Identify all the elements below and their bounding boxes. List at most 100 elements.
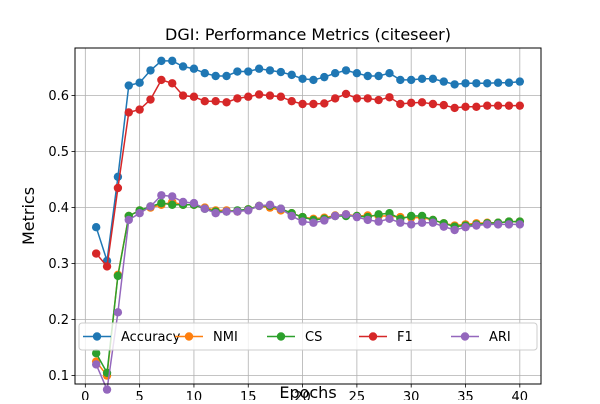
data-point-ari	[254, 201, 264, 211]
data-point-accuracy	[233, 67, 242, 76]
data-point-accuracy	[309, 75, 318, 85]
data-point-ari	[298, 217, 307, 226]
data-point-accuracy	[396, 75, 405, 85]
data-point-cs	[417, 211, 427, 221]
data-point-ari	[417, 218, 427, 227]
data-point-f1	[178, 91, 188, 100]
data-point-f1	[157, 75, 166, 85]
data-point-ari	[211, 209, 220, 218]
data-point-f1	[461, 102, 470, 112]
data-point-accuracy	[254, 64, 264, 73]
data-point-f1	[102, 262, 112, 271]
data-point-accuracy	[135, 78, 144, 87]
data-point-ari	[515, 220, 525, 229]
data-point-ari	[450, 225, 459, 235]
data-point-ari	[406, 220, 416, 229]
data-point-ari	[330, 211, 340, 221]
data-point-accuracy	[461, 79, 470, 88]
data-point-f1	[374, 95, 383, 105]
data-point-ari	[374, 217, 383, 226]
y-tick-label: 0.3	[48, 257, 69, 272]
data-point-f1	[330, 94, 340, 103]
data-point-accuracy	[276, 67, 286, 77]
data-point-ari	[157, 191, 166, 200]
data-point-f1	[222, 98, 231, 107]
data-point-f1	[113, 183, 123, 193]
legend-marker-cs	[276, 332, 286, 341]
data-point-accuracy	[515, 77, 525, 86]
data-point-accuracy	[287, 70, 296, 80]
data-point-ari	[385, 214, 394, 223]
y-tick-label: 0.1	[48, 369, 69, 384]
data-point-f1	[515, 101, 525, 110]
data-point-ari	[320, 216, 329, 225]
data-point-f1	[124, 108, 133, 117]
data-point-f1	[189, 92, 199, 101]
data-point-accuracy	[493, 78, 503, 87]
data-point-ari	[102, 385, 112, 394]
data-point-ari	[472, 221, 481, 230]
data-point-ari	[341, 210, 351, 219]
plot-frame	[74, 47, 542, 385]
data-point-f1	[428, 99, 438, 109]
data-point-ari	[276, 204, 286, 213]
data-point-accuracy	[91, 223, 101, 232]
data-point-f1	[135, 105, 144, 114]
data-point-f1	[385, 93, 394, 102]
data-point-ari	[396, 218, 405, 227]
x-tick-label: 15	[240, 390, 257, 400]
legend-marker-accuracy	[92, 332, 102, 341]
data-point-f1	[254, 90, 264, 99]
data-point-accuracy	[352, 69, 362, 78]
data-point-accuracy	[146, 66, 155, 75]
legend-marker-nmi	[184, 332, 194, 341]
data-point-f1	[406, 98, 416, 108]
data-point-f1	[211, 97, 220, 106]
legend-label-f1: F1	[397, 330, 413, 345]
data-point-ari	[493, 220, 503, 229]
data-point-f1	[320, 99, 329, 108]
legend-marker-ari	[460, 332, 470, 341]
data-point-ari	[113, 308, 123, 317]
x-tick-label: 35	[457, 390, 474, 400]
legend-box	[78, 322, 538, 351]
data-point-accuracy	[483, 79, 492, 88]
data-point-ari	[244, 206, 253, 215]
data-point-ari	[146, 202, 155, 211]
data-point-ari	[135, 209, 144, 218]
data-point-f1	[450, 103, 459, 113]
data-point-accuracy	[200, 69, 210, 78]
x-tick-label: 10	[186, 390, 203, 400]
series-line-f1	[95, 79, 520, 269]
data-point-ari	[309, 218, 318, 227]
data-point-ari	[200, 204, 210, 213]
data-point-ari	[222, 207, 231, 216]
data-point-f1	[276, 92, 286, 101]
data-point-f1	[439, 100, 448, 110]
legend-label-ari: ARI	[489, 330, 511, 345]
data-point-accuracy	[504, 78, 514, 87]
x-axis-label: Epochs	[279, 383, 336, 400]
data-point-accuracy	[417, 74, 427, 84]
legend-label-accuracy: Accuracy	[121, 330, 181, 345]
legend: Accuracy NMI CS F1 ARI	[78, 322, 538, 351]
data-point-cs	[374, 210, 383, 219]
data-point-accuracy	[298, 74, 307, 84]
data-point-ari	[428, 218, 438, 227]
data-point-cs	[113, 271, 123, 281]
data-point-accuracy	[428, 74, 438, 84]
legend-marker-f1	[368, 332, 378, 341]
data-point-ari	[287, 211, 296, 221]
data-point-accuracy	[113, 172, 123, 181]
data-point-ari	[168, 192, 177, 201]
data-point-ari	[178, 197, 188, 207]
y-tick-label: 0.2	[48, 313, 69, 328]
series-line-accuracy	[95, 60, 520, 262]
data-point-ari	[363, 215, 372, 225]
data-point-ari	[233, 207, 242, 216]
x-tick-label: 0	[81, 390, 89, 400]
data-point-accuracy	[385, 69, 394, 78]
data-point-f1	[341, 89, 351, 99]
